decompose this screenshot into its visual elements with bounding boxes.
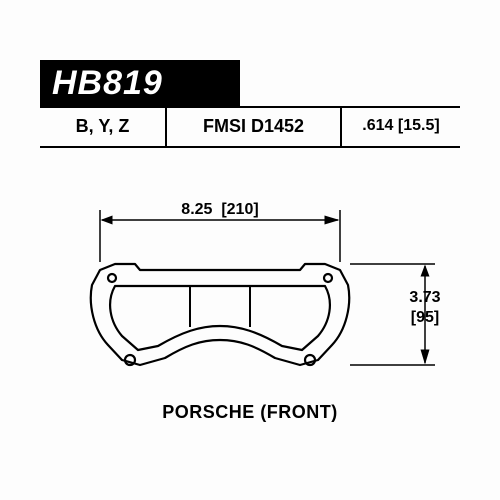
info-row-bottom-rule (40, 146, 460, 148)
part-number: HB819 (52, 64, 163, 103)
thickness-cell: .614 [15.5] (342, 106, 460, 146)
svg-text:3.73: 3.73 (409, 289, 440, 306)
fmsi-cell: FMSI D1452 (167, 106, 340, 146)
part-number-band: HB819 (40, 60, 240, 106)
height-dimension: 3.73 [95] (350, 264, 441, 365)
compound-codes: B, Y, Z (76, 116, 130, 137)
application-caption: PORSCHE (FRONT) (0, 402, 500, 423)
width-dimension: 8.25 [210] (100, 201, 340, 262)
fmsi-code: FMSI D1452 (203, 116, 304, 137)
svg-text:8.25 [210]: 8.25 [210] (181, 201, 258, 218)
svg-text:[95]: [95] (411, 309, 439, 326)
thickness-value: .614 [15.5] (362, 117, 439, 135)
brake-pad-outline (91, 264, 349, 365)
brake-pad-diagram: 8.25 [210] 3.73 [95] (40, 170, 460, 390)
compound-codes-cell: B, Y, Z (40, 106, 165, 146)
